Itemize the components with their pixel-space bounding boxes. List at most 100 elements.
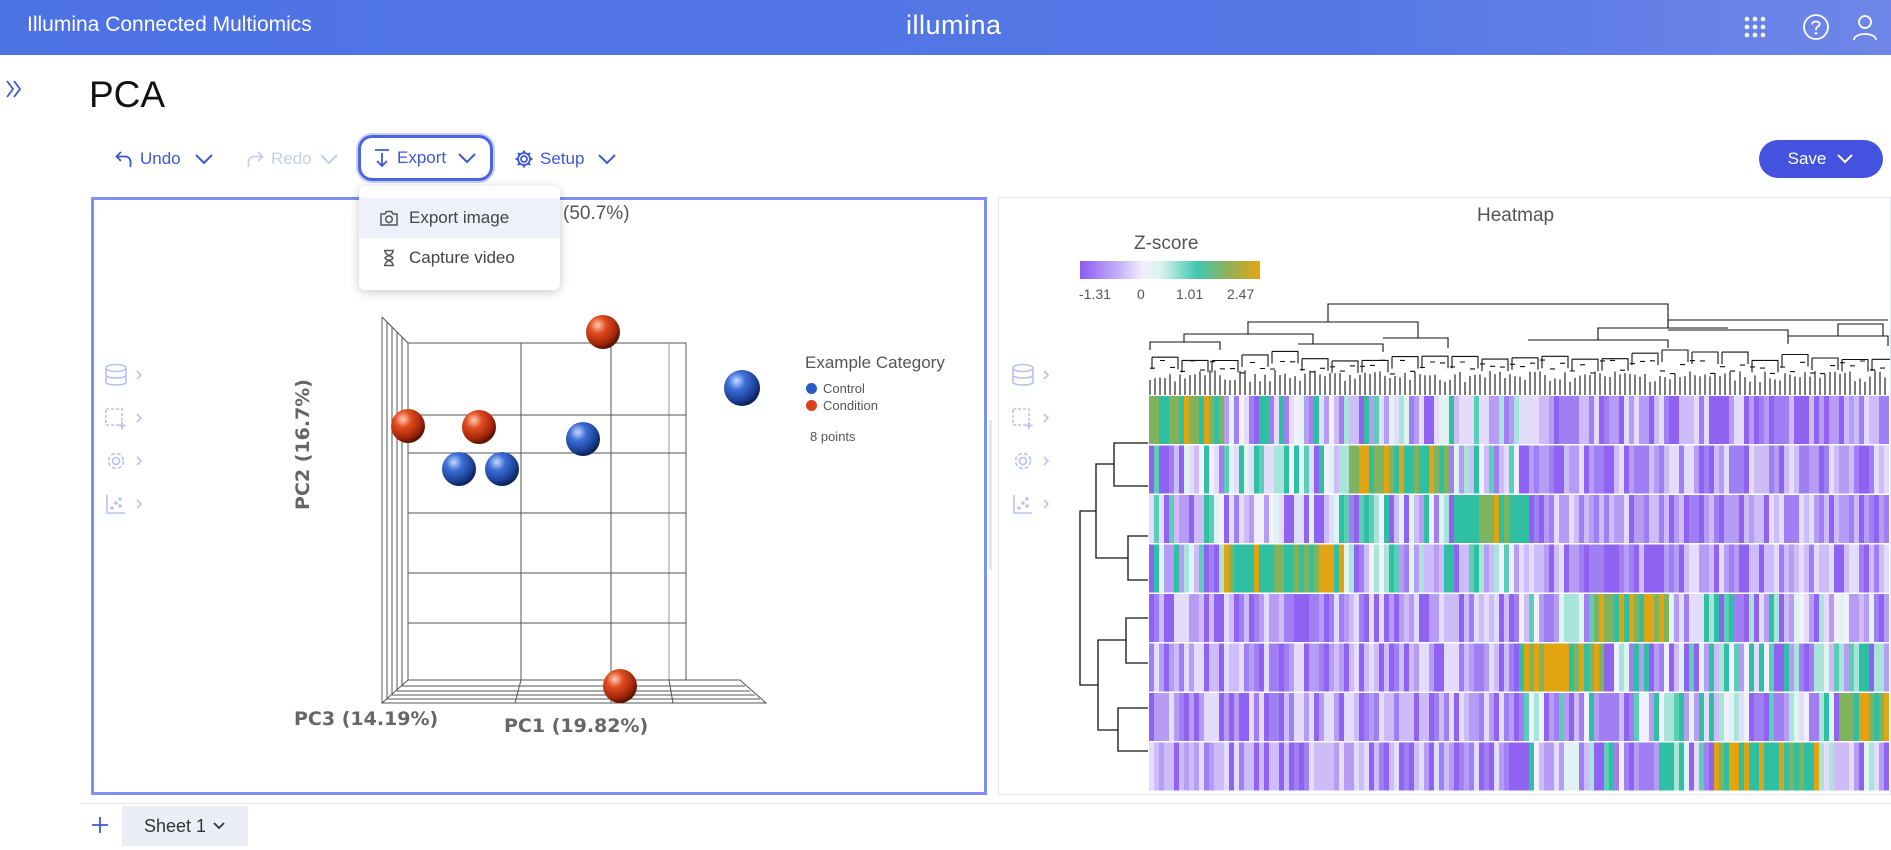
- heatmap-cell: [1154, 742, 1160, 791]
- heatmap-cell: [1364, 643, 1370, 692]
- export-button[interactable]: Export: [358, 135, 494, 181]
- add-sheet-button[interactable]: [88, 813, 112, 837]
- heatmap-cell: [1789, 544, 1795, 593]
- export-image-menu-item[interactable]: Export image: [359, 198, 560, 238]
- heatmap-cell: [1299, 445, 1305, 494]
- heatmap-cell: [1399, 693, 1405, 741]
- heatmap-cell: [1589, 544, 1595, 593]
- expand-sidebar-icon[interactable]: [3, 78, 25, 100]
- apps-grid-icon[interactable]: [1740, 12, 1770, 42]
- heatmap-cell: [1504, 495, 1510, 543]
- heatmap-cell: [1429, 445, 1435, 494]
- heatmap-cell: [1604, 544, 1610, 593]
- heatmap-cell: [1169, 693, 1175, 741]
- heatmap-cell: [1639, 495, 1645, 543]
- heatmap-cell: [1594, 396, 1600, 444]
- heatmap-cell: [1269, 544, 1275, 593]
- database-icon: [105, 363, 127, 386]
- scatter-plot-icon: [106, 495, 125, 514]
- heatmap-cell: [1319, 445, 1325, 494]
- heatmap-cell: [1264, 742, 1270, 791]
- plot-tool[interactable]: [103, 492, 143, 516]
- legend-item-control[interactable]: Control: [806, 381, 865, 396]
- panel-resize-handle[interactable]: [989, 420, 992, 570]
- selection-tool[interactable]: [103, 406, 143, 430]
- heatmap-cell: [1304, 445, 1310, 494]
- heatmap-cell: [1829, 643, 1835, 692]
- heatmap-cell: [1464, 693, 1470, 741]
- heatmap-cell: [1769, 643, 1775, 692]
- heatmap-cell: [1589, 693, 1595, 741]
- pc1-axis-label: PC1 (19.82%): [504, 715, 649, 737]
- redo-button[interactable]: Redo: [245, 143, 340, 175]
- menu-item-label: Export image: [409, 208, 510, 227]
- settings-tool[interactable]: [103, 449, 143, 473]
- user-icon[interactable]: [1850, 12, 1880, 42]
- hourglass-icon: [384, 249, 394, 267]
- heatmap-cell: [1739, 544, 1745, 593]
- heatmap-cell: [1649, 495, 1655, 543]
- heatmap-grid[interactable]: [1149, 395, 1889, 791]
- app-title[interactable]: Illumina Connected Multiomics: [27, 13, 312, 36]
- heatmap-cell: [1849, 594, 1855, 642]
- heatmap-cell: [1439, 742, 1445, 791]
- heatmap-cell: [1399, 544, 1405, 593]
- heatmap-cell: [1254, 396, 1260, 444]
- heatmap-cell: [1449, 445, 1455, 494]
- heatmap-cell: [1419, 693, 1425, 741]
- plot-tool[interactable]: [1010, 492, 1050, 516]
- heatmap-cell: [1504, 693, 1510, 741]
- pca-point-control: [485, 452, 519, 486]
- heatmap-cell: [1624, 742, 1630, 791]
- data-tool[interactable]: [103, 363, 143, 387]
- heatmap-cell: [1684, 495, 1690, 543]
- heatmap-cell: [1584, 544, 1590, 593]
- heatmap-cell: [1279, 594, 1285, 642]
- heatmap-cell: [1764, 643, 1770, 692]
- heatmap-cell: [1199, 643, 1205, 692]
- heatmap-cell: [1789, 594, 1795, 642]
- sheet-tab-active[interactable]: Sheet 1: [122, 806, 248, 846]
- heatmap-cell: [1629, 693, 1635, 741]
- heatmap-cell: [1659, 594, 1665, 642]
- heatmap-cell: [1799, 495, 1805, 543]
- heatmap-cell: [1564, 742, 1570, 791]
- heatmap-cell: [1559, 544, 1565, 593]
- heatmap-cell: [1844, 445, 1850, 494]
- selection-tool[interactable]: [1010, 406, 1050, 430]
- heatmap-cell: [1759, 544, 1765, 593]
- heatmap-cell: [1634, 445, 1640, 494]
- heatmap-cell: [1399, 594, 1405, 642]
- undo-button[interactable]: Undo: [114, 143, 215, 175]
- save-button[interactable]: Save: [1759, 140, 1883, 178]
- heatmap-cell: [1324, 643, 1330, 692]
- heatmap-cell: [1394, 544, 1400, 593]
- heatmap-cell: [1744, 495, 1750, 543]
- heatmap-cell: [1469, 396, 1475, 444]
- settings-tool[interactable]: [1010, 449, 1050, 473]
- help-icon[interactable]: [1801, 12, 1831, 42]
- heatmap-cell: [1849, 396, 1855, 444]
- heatmap-cell: [1174, 643, 1180, 692]
- heatmap-cell: [1439, 396, 1445, 444]
- heatmap-cell: [1614, 445, 1620, 494]
- heatmap-cell: [1784, 594, 1790, 642]
- setup-button[interactable]: Setup: [514, 143, 618, 175]
- capture-video-menu-item[interactable]: Capture video: [359, 238, 560, 278]
- heatmap-cell: [1539, 495, 1545, 543]
- heatmap-cell: [1309, 495, 1315, 543]
- heatmap-cell: [1169, 742, 1175, 791]
- data-tool[interactable]: [1010, 363, 1050, 387]
- heatmap-cell: [1279, 693, 1285, 741]
- heatmap-cell: [1584, 594, 1590, 642]
- heatmap-cell: [1739, 594, 1745, 642]
- pca-3d-plot[interactable]: [370, 305, 780, 715]
- heatmap-cell: [1504, 396, 1510, 444]
- heatmap-cell: [1289, 693, 1295, 741]
- heatmap-cell: [1544, 594, 1550, 642]
- legend-title[interactable]: Example Category: [805, 353, 945, 372]
- heatmap-cell: [1444, 693, 1450, 741]
- legend-item-condition[interactable]: Condition: [806, 398, 878, 413]
- heatmap-cell: [1564, 445, 1570, 494]
- heatmap-cell: [1159, 594, 1165, 642]
